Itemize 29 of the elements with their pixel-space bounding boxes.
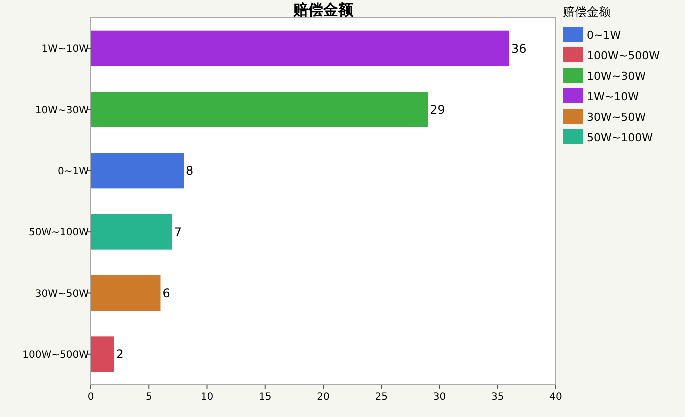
x-tick-label: 40 — [550, 392, 562, 403]
y-tick-label: 50W~100W — [29, 228, 90, 239]
legend-label: 30W~50W — [587, 110, 646, 124]
y-tick-label: 10W~30W — [35, 105, 90, 116]
x-tick-label: 35 — [492, 392, 504, 403]
legend-label: 10W~30W — [587, 70, 646, 83]
x-tick-label: 15 — [259, 392, 272, 403]
data-label: 29 — [430, 102, 446, 117]
y-tick-label: 0~1W — [58, 166, 90, 178]
x-tick-label: 25 — [375, 392, 388, 403]
x-tick-label: 30 — [433, 392, 446, 403]
y-tick-label: 100W~500W — [22, 350, 90, 361]
data-label: 36 — [512, 42, 527, 56]
legend-label: 1W~10W — [587, 90, 640, 104]
legend-label: 100W~500W — [587, 49, 660, 62]
legend-label: 0~1W — [587, 28, 622, 42]
data-label: 7 — [174, 225, 182, 240]
y-tick-label: 30W~50W — [35, 288, 90, 300]
chart-title: 赔偿金额 — [292, 1, 354, 19]
y-tick-label: 1W~10W — [42, 44, 90, 56]
x-tick-label: 0 — [88, 392, 94, 403]
legend-title: 赔偿金额 — [563, 5, 611, 19]
legend-label: 50W~100W — [587, 131, 654, 144]
data-label: 6 — [162, 286, 170, 300]
x-tick-label: 20 — [317, 392, 330, 403]
x-tick-label: 5 — [146, 392, 152, 403]
x-tick-label: 10 — [200, 392, 214, 403]
data-label: 2 — [116, 348, 124, 362]
data-label: 8 — [186, 164, 194, 178]
